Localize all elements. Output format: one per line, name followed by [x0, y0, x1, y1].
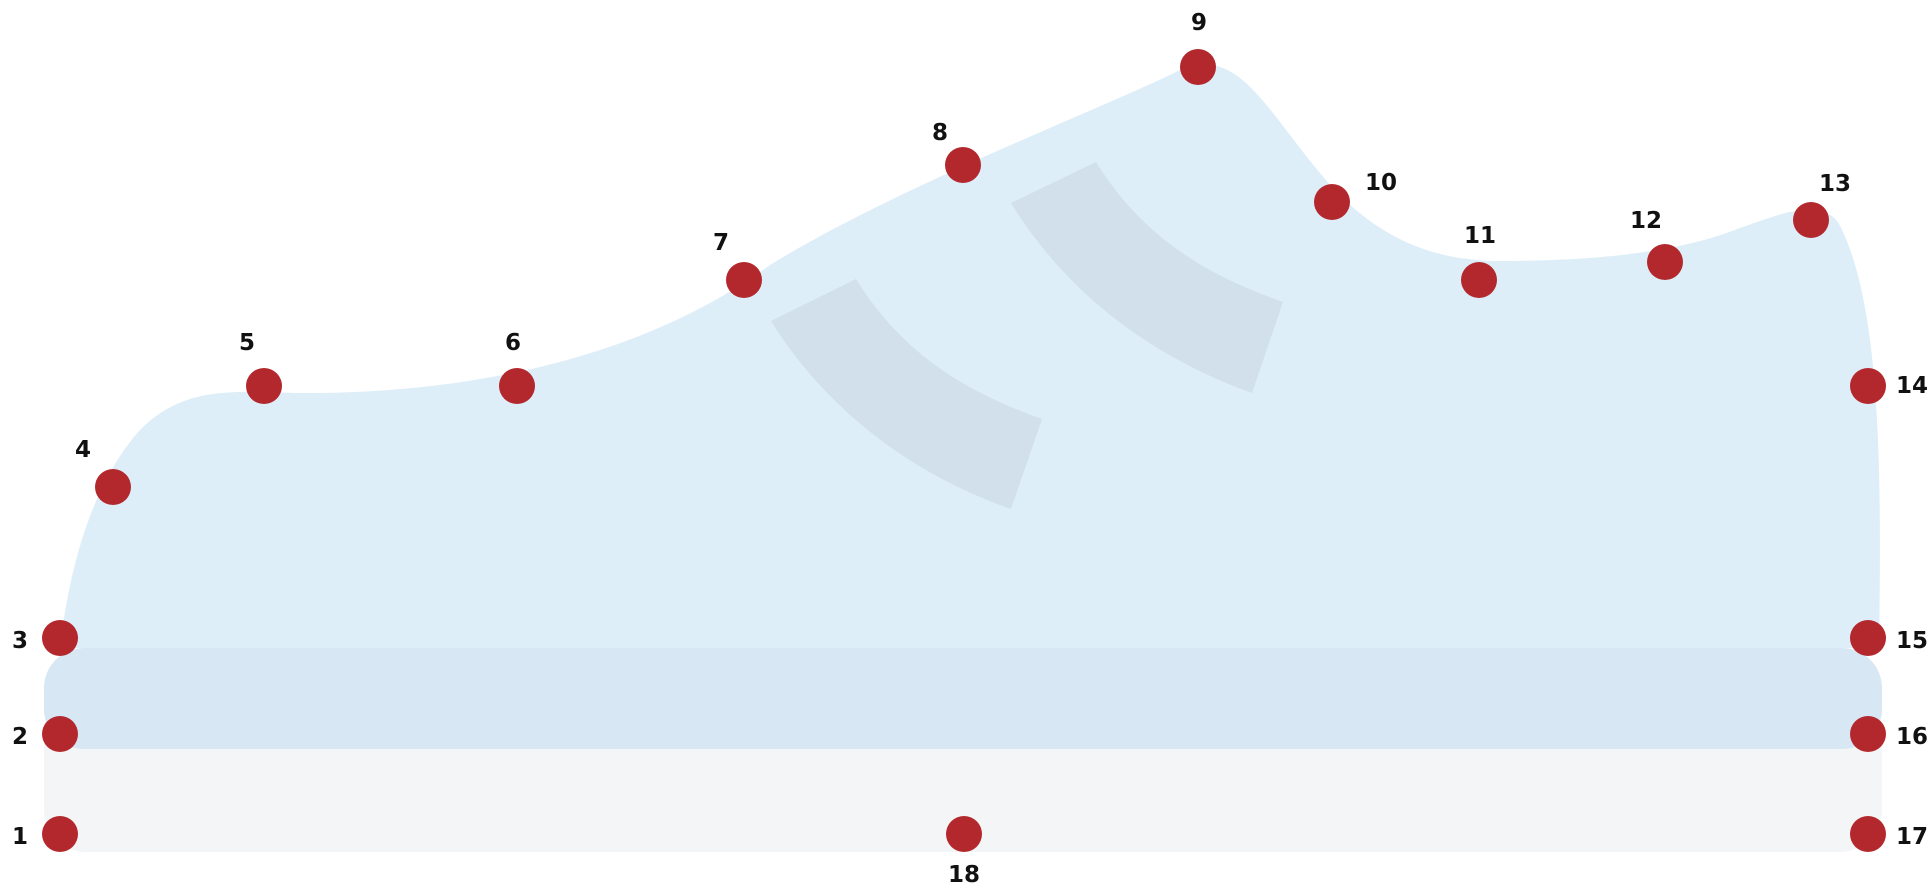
point-label-18: 18	[948, 862, 980, 886]
point-marker-11	[1461, 262, 1497, 298]
point-16: 16	[1850, 716, 1928, 752]
point-label-16: 16	[1896, 724, 1928, 750]
point-18: 18	[946, 816, 982, 886]
point-marker-3	[42, 620, 78, 656]
point-marker-15	[1850, 620, 1886, 656]
point-marker-4	[95, 469, 131, 505]
point-marker-12	[1647, 244, 1683, 280]
point-label-4: 4	[75, 437, 91, 463]
point-4: 4	[75, 437, 131, 505]
point-marker-1	[42, 816, 78, 852]
point-11: 11	[1461, 223, 1497, 298]
point-12: 12	[1630, 208, 1683, 280]
point-label-8: 8	[932, 120, 948, 146]
point-label-14: 14	[1896, 373, 1928, 399]
point-5: 5	[239, 330, 282, 404]
point-label-6: 6	[505, 330, 521, 356]
point-10: 10	[1314, 170, 1397, 220]
point-marker-5	[246, 368, 282, 404]
point-label-11: 11	[1464, 223, 1496, 249]
point-label-1: 1	[12, 824, 28, 850]
shoe-upper	[60, 64, 1880, 648]
point-label-5: 5	[239, 330, 255, 356]
point-label-3: 3	[12, 628, 28, 654]
point-13: 13	[1793, 171, 1851, 238]
point-marker-6	[499, 368, 535, 404]
point-marker-8	[945, 147, 981, 183]
point-label-17: 17	[1896, 824, 1928, 850]
point-8: 8	[932, 120, 981, 183]
point-marker-17	[1850, 816, 1886, 852]
point-marker-2	[42, 716, 78, 752]
point-marker-16	[1850, 716, 1886, 752]
point-label-15: 15	[1896, 628, 1928, 654]
point-label-12: 12	[1630, 208, 1662, 234]
point-7: 7	[713, 230, 762, 298]
point-label-13: 13	[1819, 171, 1851, 197]
point-marker-7	[726, 262, 762, 298]
shoe-stripe-2	[1011, 162, 1283, 393]
point-17: 17	[1850, 816, 1928, 852]
point-label-7: 7	[713, 230, 729, 256]
point-14: 14	[1850, 368, 1928, 404]
point-3: 3	[12, 620, 78, 656]
point-label-2: 2	[12, 724, 28, 750]
point-2: 2	[12, 716, 78, 752]
point-label-10: 10	[1365, 170, 1397, 196]
point-marker-18	[946, 816, 982, 852]
point-6: 6	[499, 330, 535, 404]
point-label-9: 9	[1191, 10, 1207, 36]
point-marker-13	[1793, 202, 1829, 238]
point-marker-9	[1180, 49, 1216, 85]
point-marker-10	[1314, 184, 1350, 220]
point-1: 1	[12, 816, 78, 852]
shoe-stripe-1	[771, 279, 1042, 509]
point-15: 15	[1850, 620, 1928, 656]
point-9: 9	[1180, 10, 1216, 85]
shoe-midsole	[44, 648, 1882, 749]
point-marker-14	[1850, 368, 1886, 404]
